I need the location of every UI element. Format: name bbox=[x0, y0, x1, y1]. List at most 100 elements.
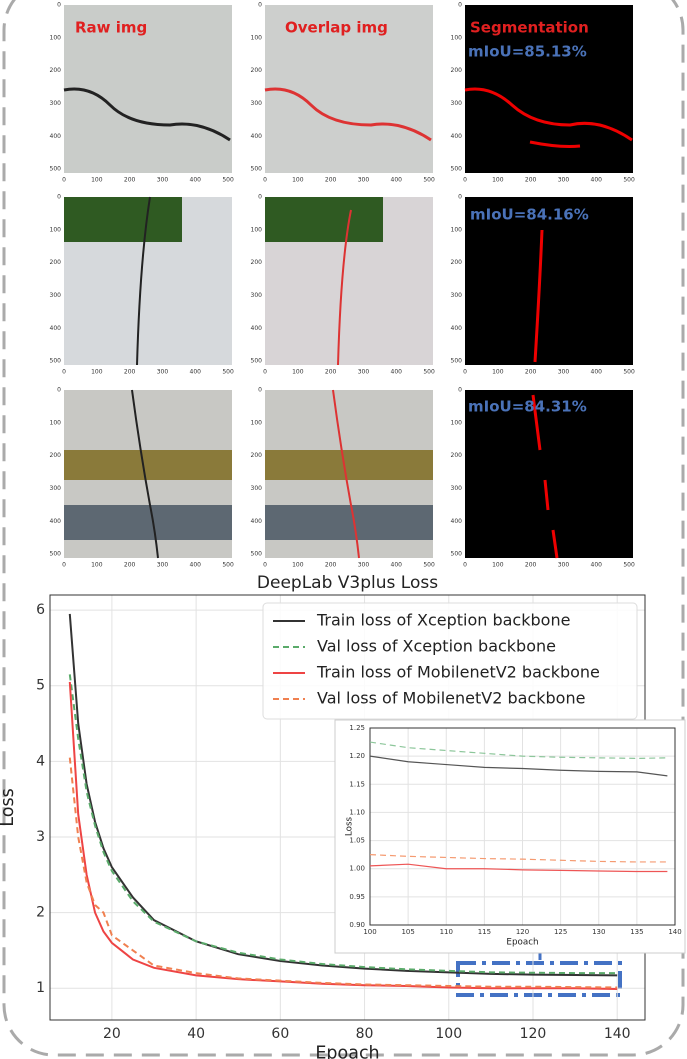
panel-tick-label: 400 bbox=[391, 369, 403, 376]
panel-tick-label: 200 bbox=[451, 259, 463, 266]
panel-tick-label: 300 bbox=[358, 369, 370, 376]
panel-tick-label: 200 bbox=[124, 369, 136, 376]
panel-tick-label: 300 bbox=[358, 177, 370, 184]
panel-tick-label: 200 bbox=[50, 259, 62, 266]
loss-line bbox=[369, 755, 668, 777]
crack bbox=[136, 196, 151, 366]
panel-tick-label: 400 bbox=[50, 133, 62, 140]
plot-frame bbox=[369, 727, 676, 926]
legend-label: Val loss of Xception backbone bbox=[317, 637, 556, 656]
x-tick-label: 80 bbox=[356, 1026, 374, 1042]
panel-tick-label: 300 bbox=[558, 369, 570, 376]
panel-tick-label: 200 bbox=[325, 562, 337, 569]
crack bbox=[533, 229, 544, 363]
panel-tick-label: 100 bbox=[451, 419, 463, 426]
panel-tick-label: 100 bbox=[492, 369, 504, 376]
panel-tick-label: 100 bbox=[292, 177, 304, 184]
loss-line bbox=[369, 741, 668, 759]
panel-tick-label: 400 bbox=[251, 133, 263, 140]
panel-tick-label: 200 bbox=[451, 452, 463, 459]
panel-tick-label: 100 bbox=[91, 177, 103, 184]
x-tick-label: 130 bbox=[592, 928, 605, 936]
x-tick-label: 105 bbox=[401, 928, 414, 936]
panel-tick-label: 100 bbox=[451, 226, 463, 233]
panel-tick-label: 0 bbox=[57, 194, 61, 201]
y-tick-label: 0.90 bbox=[349, 921, 365, 929]
panel-tick-label: 100 bbox=[251, 419, 263, 426]
panel-tick-label: 300 bbox=[251, 485, 263, 492]
x-axis-label: Epoach bbox=[506, 937, 538, 947]
panel-tick-label: 200 bbox=[325, 369, 337, 376]
panel-tick-label: 0 bbox=[62, 369, 66, 376]
panel-tick-label: 0 bbox=[263, 177, 267, 184]
panel-tick-label: 400 bbox=[391, 177, 403, 184]
panel-tick-label: 0 bbox=[463, 562, 467, 569]
panel-tick-label: 100 bbox=[50, 34, 62, 41]
crack bbox=[531, 394, 559, 559]
y-tick-label: 2 bbox=[36, 905, 45, 921]
y-tick-label: 4 bbox=[36, 753, 45, 769]
panel-tick-label: 300 bbox=[558, 177, 570, 184]
loss-line bbox=[68, 757, 618, 989]
panel-tick-label: 500 bbox=[623, 562, 635, 569]
panel-tick-label: 500 bbox=[222, 562, 234, 569]
loss-line bbox=[369, 863, 668, 873]
panel-tick-label: 200 bbox=[124, 177, 136, 184]
image-grid bbox=[63, 5, 633, 559]
y-tick-label: 1.05 bbox=[349, 837, 365, 845]
panel-tick-label: 300 bbox=[50, 292, 62, 299]
sign bbox=[265, 197, 383, 242]
panel-tick-label: 500 bbox=[451, 166, 463, 173]
pipe bbox=[64, 450, 232, 480]
panel-tick-label: 0 bbox=[57, 2, 61, 9]
panel-tick-label: 400 bbox=[591, 369, 603, 376]
panel-tick-label: 400 bbox=[50, 325, 62, 332]
panel-tick-label: 300 bbox=[157, 562, 169, 569]
panel-tick-label: 400 bbox=[391, 562, 403, 569]
y-axis-label: Loss bbox=[345, 816, 355, 836]
crack bbox=[464, 87, 633, 148]
y-tick-label: 1 bbox=[36, 980, 45, 996]
zoom-box bbox=[456, 961, 622, 997]
miou-label: mIoU=84.16% bbox=[470, 206, 589, 224]
panel-tick-label: 300 bbox=[558, 562, 570, 569]
panel-tick-label: 400 bbox=[251, 325, 263, 332]
panel-tick-label: 400 bbox=[591, 177, 603, 184]
legend-label: Train loss of Xception backbone bbox=[316, 611, 570, 630]
y-tick-label: 5 bbox=[36, 678, 45, 694]
panel-tick-label: 500 bbox=[251, 551, 263, 558]
inset-background bbox=[334, 719, 686, 954]
panel-tick-label: 400 bbox=[451, 518, 463, 525]
pipe bbox=[265, 505, 433, 540]
panel-tick-label: 500 bbox=[423, 562, 435, 569]
panel-tick-label: 200 bbox=[525, 562, 537, 569]
panel-tick-label: 500 bbox=[423, 177, 435, 184]
panel-tick-label: 200 bbox=[525, 177, 537, 184]
panel-tick-label: 400 bbox=[50, 518, 62, 525]
x-tick-label: 115 bbox=[478, 928, 491, 936]
panel-tick-label: 500 bbox=[50, 358, 62, 365]
pipe bbox=[265, 450, 433, 480]
panel-tick-label: 500 bbox=[623, 369, 635, 376]
panel-tick-label: 500 bbox=[50, 166, 62, 173]
panel-tick-label: 0 bbox=[62, 177, 66, 184]
loss-line bbox=[68, 674, 618, 975]
x-tick-label: 140 bbox=[668, 928, 681, 936]
panel-tick-label: 300 bbox=[251, 100, 263, 107]
x-tick-label: 110 bbox=[440, 928, 453, 936]
y-tick-label: 0.95 bbox=[349, 893, 365, 901]
segmentation-image bbox=[465, 390, 633, 558]
y-tick-label: 1.20 bbox=[349, 752, 365, 760]
panel-tick-label: 500 bbox=[623, 177, 635, 184]
raw-image bbox=[64, 5, 232, 173]
loss-line bbox=[68, 613, 618, 977]
y-tick-label: 1.10 bbox=[349, 808, 365, 816]
panel-tick-label: 100 bbox=[292, 562, 304, 569]
panel-tick-label: 300 bbox=[451, 292, 463, 299]
panel-tick-label: 300 bbox=[50, 485, 62, 492]
panel-tick-label: 200 bbox=[251, 259, 263, 266]
x-tick-label: 120 bbox=[520, 1026, 547, 1042]
x-axis-label: Epoach bbox=[315, 1044, 379, 1059]
panel-tick-label: 100 bbox=[50, 226, 62, 233]
